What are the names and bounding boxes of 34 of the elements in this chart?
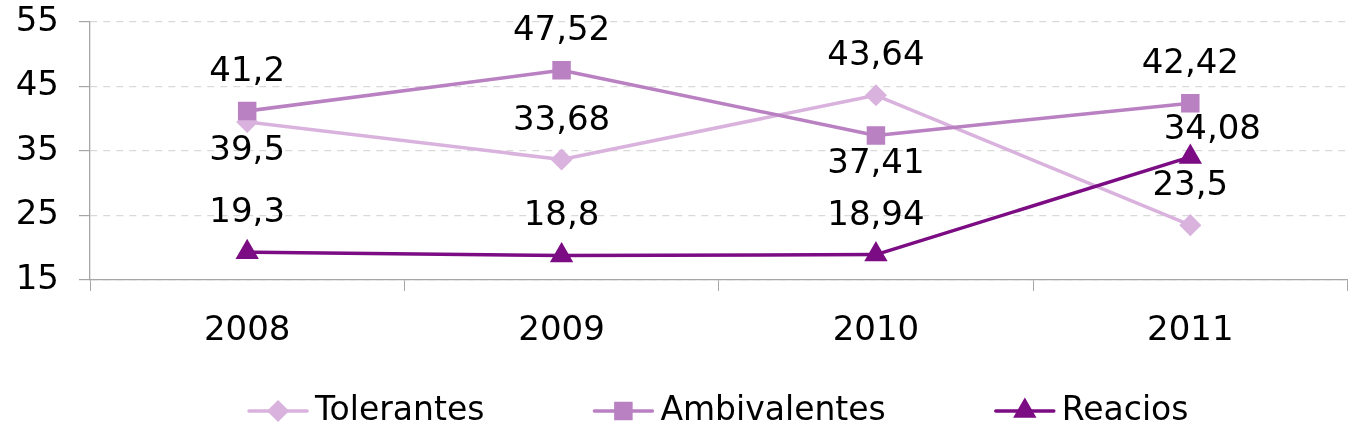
data-label: 19,3 <box>209 190 286 231</box>
data-label: 47,52 <box>512 8 611 49</box>
point <box>865 84 887 107</box>
point <box>864 241 888 262</box>
point <box>236 239 259 260</box>
point <box>1179 144 1202 164</box>
legend-label: Reacios <box>1061 388 1189 428</box>
data-label: 33,68 <box>512 97 611 138</box>
point <box>237 101 257 121</box>
x-tick-label: 2011 <box>1147 308 1234 349</box>
y-tick-label: 35 <box>15 127 59 168</box>
point <box>866 126 886 145</box>
data-label: 42,42 <box>1141 41 1239 82</box>
data-label: 23,5 <box>1152 163 1229 204</box>
y-tick-label: 45 <box>15 63 59 104</box>
legend-label: Ambivalentes <box>660 388 886 428</box>
point <box>550 242 573 263</box>
legend-label: Tolerantes <box>314 388 485 428</box>
data-label: 39,5 <box>209 127 286 168</box>
data-label: 37,41 <box>827 141 925 182</box>
point <box>550 148 573 171</box>
data-label: 34,08 <box>1163 106 1261 147</box>
data-label: 18,8 <box>523 193 600 234</box>
y-tick-label: 55 <box>15 0 59 39</box>
point <box>1181 93 1200 113</box>
data-label: 41,2 <box>209 49 286 90</box>
y-tick-label: 25 <box>15 192 59 233</box>
x-tick-label: 2010 <box>832 308 920 349</box>
data-label: 43,64 <box>827 33 925 74</box>
point <box>552 61 571 80</box>
x-tick-label: 2009 <box>518 308 605 349</box>
y-tick-label: 15 <box>15 256 59 297</box>
x-tick-label: 2008 <box>203 308 291 349</box>
data-label: 18,94 <box>827 192 925 233</box>
